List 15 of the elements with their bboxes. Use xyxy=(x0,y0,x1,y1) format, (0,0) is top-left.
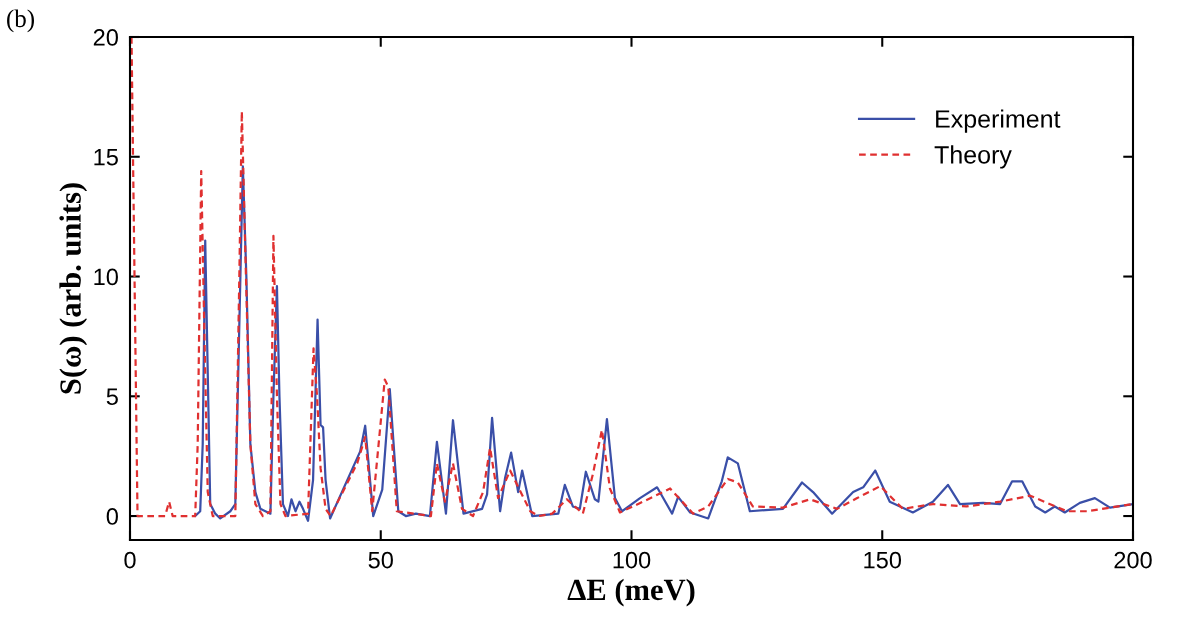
y-tick-label: 5 xyxy=(106,388,118,406)
y-tick-label: 15 xyxy=(94,149,118,166)
x-axis-title: ΔE (meV) xyxy=(567,578,695,607)
text: (b) xyxy=(7,9,35,33)
y-tick-label: 10 xyxy=(94,268,118,286)
y-axis-title: S(ω) (arb. units) xyxy=(59,183,88,394)
x-tick-label: 100 xyxy=(613,551,651,569)
y-tick-label: 0 xyxy=(106,508,118,525)
legend-label: Experiment xyxy=(936,109,1061,133)
y-tick-label: 20 xyxy=(93,29,118,46)
x-tick-label: 150 xyxy=(864,551,902,569)
legend-label: Theory xyxy=(934,145,1012,169)
x-tick-label: 50 xyxy=(368,551,393,569)
x-tick-label: 200 xyxy=(1114,551,1152,569)
x-tick-label: 0 xyxy=(124,551,136,569)
